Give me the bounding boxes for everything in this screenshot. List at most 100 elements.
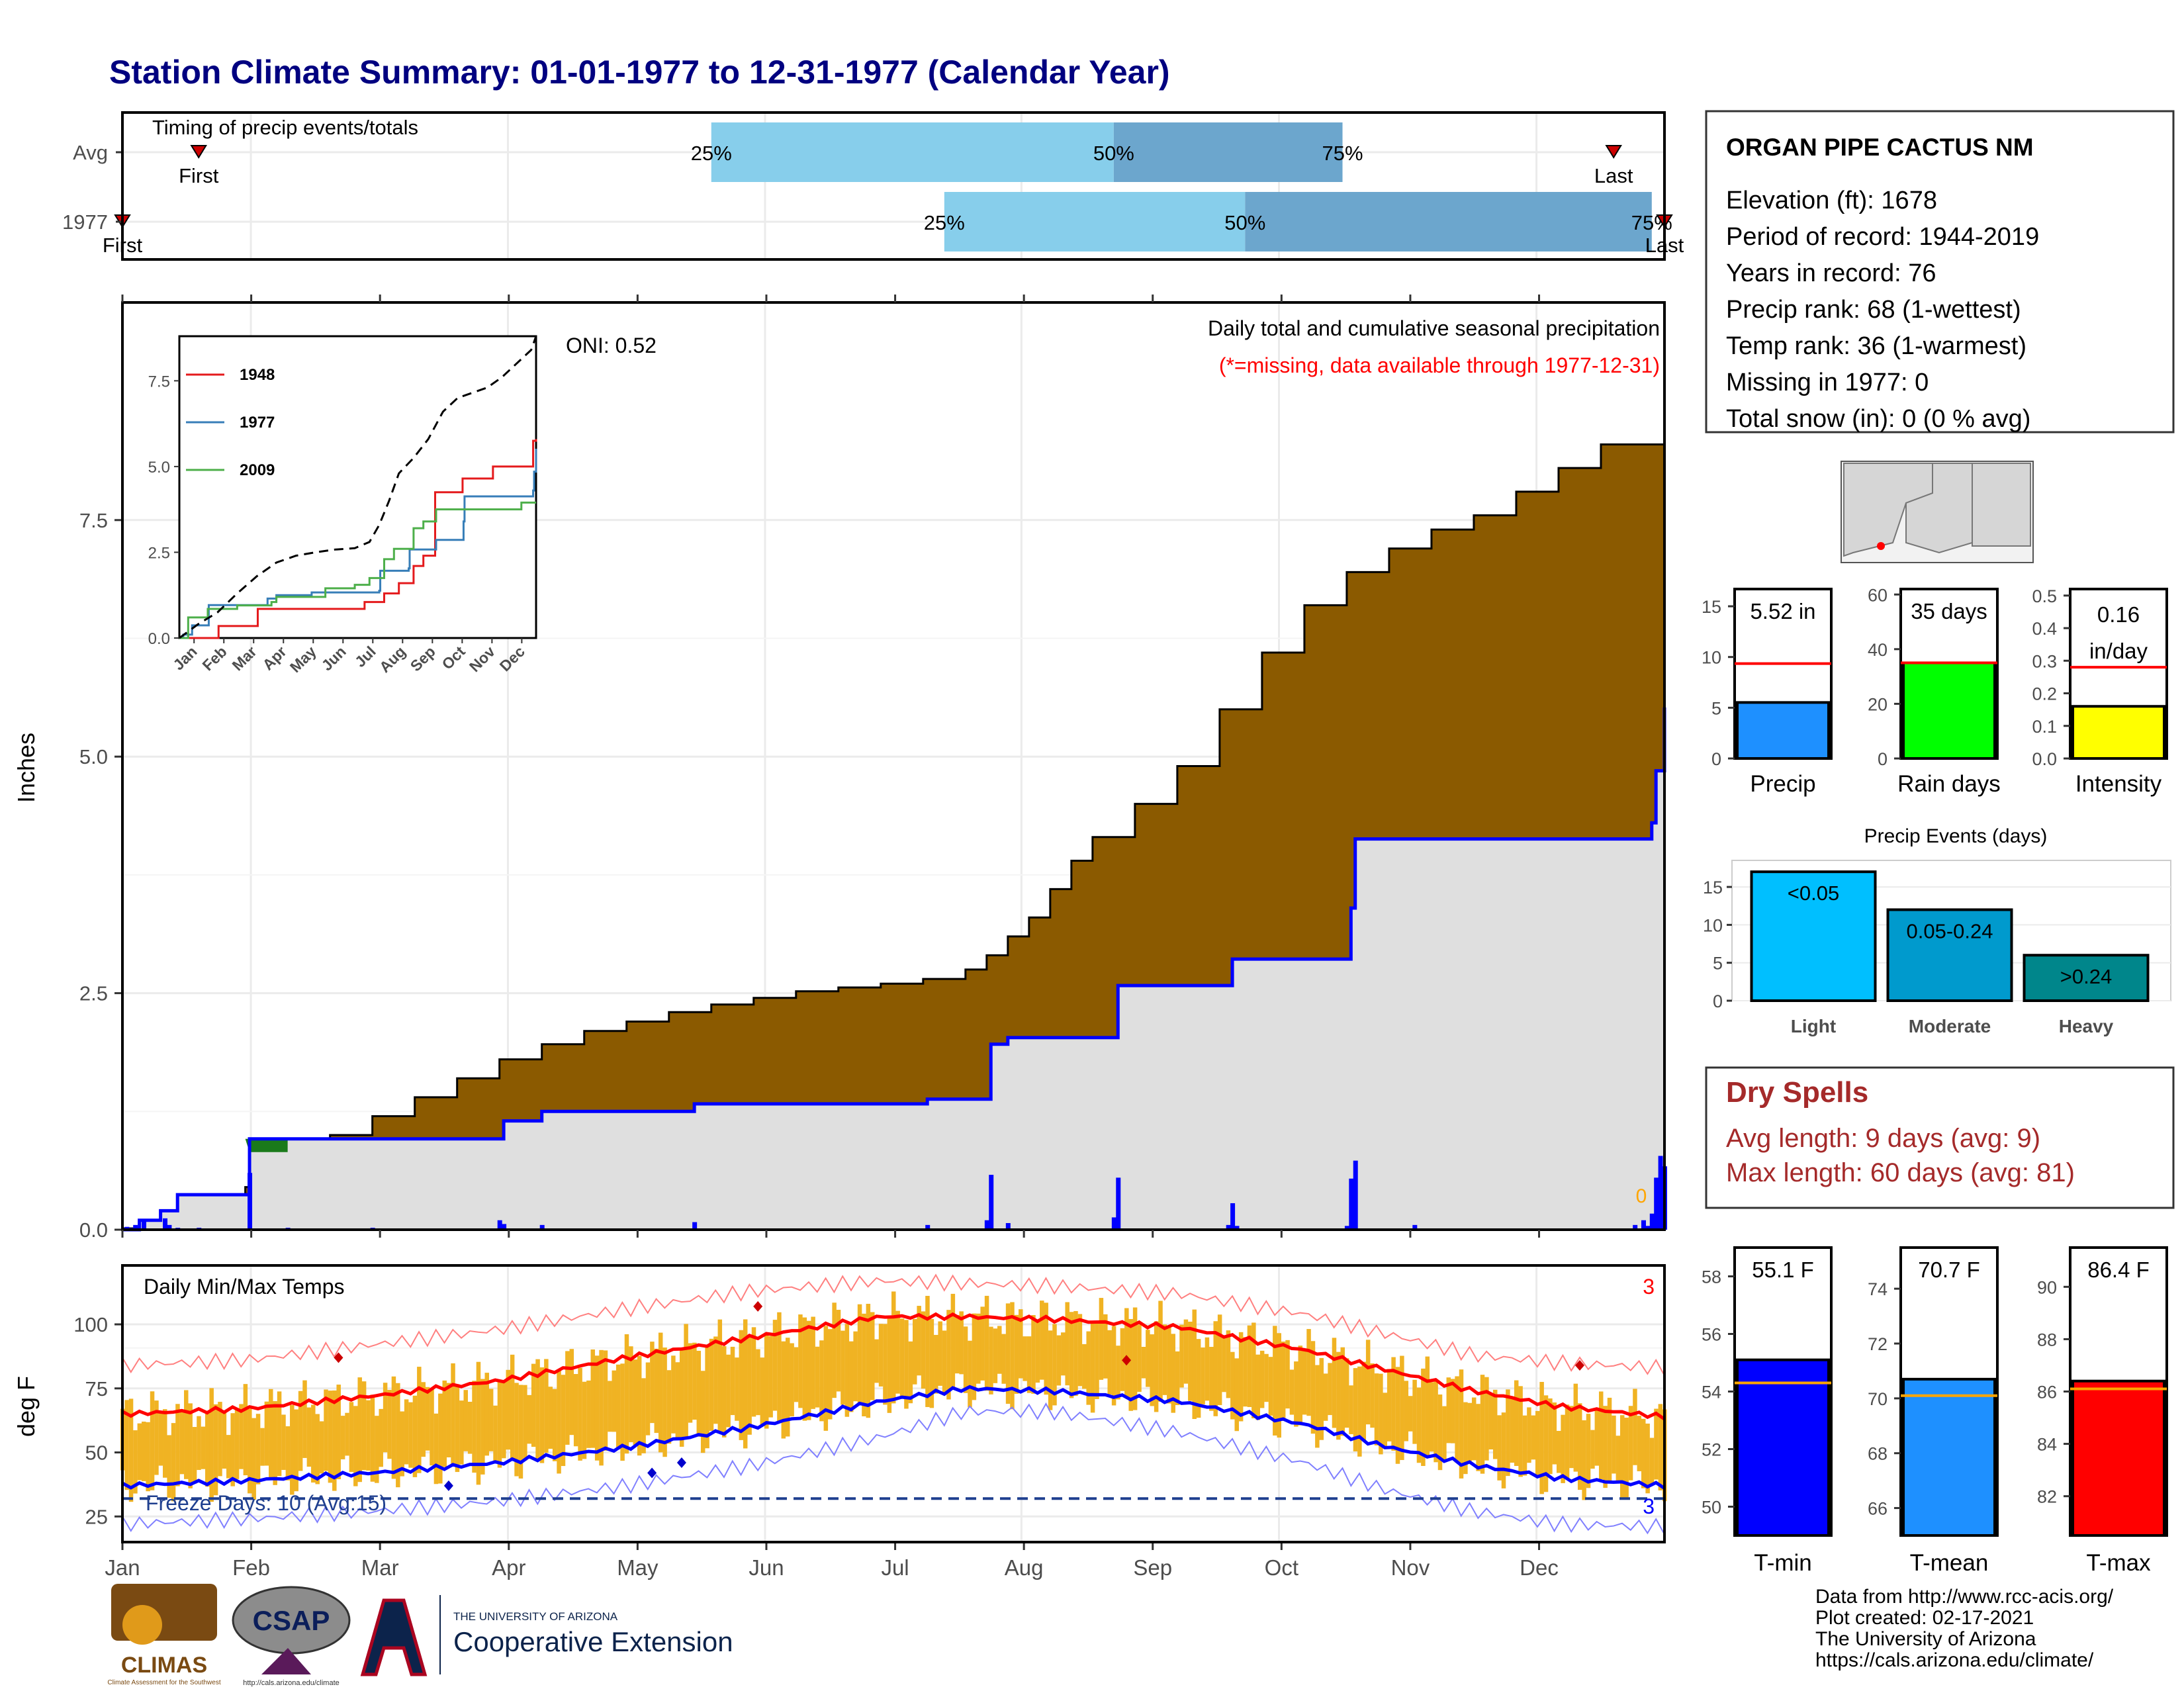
daily-temp-range-bar xyxy=(1175,1351,1180,1406)
daily-temp-range-bar xyxy=(1082,1344,1087,1389)
daily-temp-range-bar xyxy=(535,1359,540,1461)
daily-temp-range-bar xyxy=(925,1295,930,1407)
event-category-label: Moderate xyxy=(1909,1016,1991,1036)
daily-temp-range-bar xyxy=(1171,1334,1175,1413)
timing-frame xyxy=(121,111,1666,261)
daily-temp-range-bar xyxy=(1306,1329,1311,1416)
daily-temp-range-bar xyxy=(400,1411,404,1477)
timing-q50-label: 50% xyxy=(1093,142,1134,165)
daily-temp-range-bar xyxy=(841,1330,845,1405)
daily-temp-range-bar xyxy=(387,1390,392,1459)
diamond-marker xyxy=(1574,1359,1584,1371)
daily-temp-range-bar xyxy=(955,1314,960,1374)
daily-temp-range-bar xyxy=(273,1401,277,1485)
daily-temp-range-bar xyxy=(269,1389,273,1480)
daily-temp-range-bar xyxy=(654,1348,659,1434)
daily-temp-range-bar xyxy=(679,1348,684,1447)
daily-temp-range-bar xyxy=(446,1383,451,1457)
temp-y-tick-label: 50 xyxy=(85,1441,108,1465)
daily-temp-range-bar xyxy=(1429,1382,1434,1452)
daily-temp-range-bar xyxy=(1433,1380,1438,1463)
daily-temp-range-bar xyxy=(1090,1323,1095,1413)
daily-temp-range-bar xyxy=(904,1320,909,1409)
daily-temp-range-bar xyxy=(1450,1379,1455,1443)
stat-bar-y-tick-label: 0 xyxy=(1878,749,1888,769)
inset-x-tick-label: Feb xyxy=(199,643,230,674)
daily-temp-range-bar xyxy=(311,1404,316,1483)
climas-logo-subtext: Climate Assessment for the Southwest xyxy=(107,1679,220,1686)
daily-temp-range-bar xyxy=(1612,1415,1616,1474)
daily-temp-range-bar xyxy=(1302,1350,1307,1415)
diamond-marker xyxy=(1122,1355,1132,1366)
daily-precip-bar xyxy=(1649,1213,1655,1230)
inset-x-tick-label: Nov xyxy=(466,643,498,675)
daily-temp-range-bar xyxy=(645,1362,651,1436)
stat-bar-label: T-mean xyxy=(1910,1550,1989,1576)
daily-temp-range-bar xyxy=(569,1349,574,1436)
daily-temp-range-bar xyxy=(806,1320,811,1420)
daily-temp-range-bar xyxy=(315,1414,320,1485)
daily-temp-range-bar xyxy=(1196,1339,1201,1418)
daily-temp-range-bar xyxy=(1501,1412,1506,1488)
timing-title: Timing of precip events/totals xyxy=(152,116,418,139)
stat-bar-y-tick-label: 90 xyxy=(2037,1277,2057,1297)
daily-temp-range-bar xyxy=(290,1404,295,1495)
daily-temp-range-bar xyxy=(1259,1350,1265,1408)
daily-temp-range-bar xyxy=(366,1400,371,1471)
daily-temp-range-bar xyxy=(1285,1340,1290,1409)
daily-precip-bar xyxy=(1116,1177,1121,1230)
precip-annotation: Daily total and cumulative seasonal prec… xyxy=(1208,316,1660,340)
daily-temp-range-bar xyxy=(1615,1436,1621,1483)
daily-temp-range-bar xyxy=(1150,1334,1154,1406)
daily-temp-range-bar xyxy=(239,1404,244,1469)
daily-temp-range-bar xyxy=(1065,1302,1069,1386)
daily-temp-range-bar xyxy=(218,1402,222,1477)
daily-temp-range-bar xyxy=(942,1330,947,1394)
stat-bar-y-tick-label: 0.3 xyxy=(2032,651,2057,671)
event-bar-label: <0.05 xyxy=(1788,882,1839,905)
daily-temp-range-bar xyxy=(1251,1322,1256,1418)
csap-logo-mountain xyxy=(261,1648,311,1674)
daily-temp-range-bar xyxy=(1319,1357,1324,1440)
stat-bar-y-tick-label: 5 xyxy=(1711,698,1721,718)
month-tick-label: Feb xyxy=(232,1555,270,1580)
daily-temp-range-bar xyxy=(1577,1403,1582,1490)
temps-frame xyxy=(121,1264,1666,1543)
daily-precip-bar xyxy=(167,1224,172,1230)
daily-temp-range-bar xyxy=(764,1332,769,1429)
daily-temp-range-bar xyxy=(1633,1389,1637,1465)
station-location-dot xyxy=(1877,542,1885,550)
daily-temp-range-bar xyxy=(1535,1410,1540,1476)
daily-temp-range-bar xyxy=(1310,1341,1316,1434)
stat-bar-label: Rain days xyxy=(1897,771,2001,797)
stat-bar xyxy=(1902,661,1996,760)
timing-q25-label: 25% xyxy=(924,211,965,234)
daily-temp-range-bar xyxy=(832,1303,837,1398)
daily-temp-range-bar xyxy=(827,1329,833,1420)
daily-temp-range-bar xyxy=(539,1367,545,1463)
timing-q75-label: 75% xyxy=(1322,142,1363,165)
daily-temp-range-bar xyxy=(980,1306,985,1381)
daily-precip-bar xyxy=(1111,1217,1116,1230)
daily-temp-range-bar xyxy=(1565,1404,1570,1479)
stat-bar-y-tick-label: 68 xyxy=(1868,1444,1888,1464)
footer-line: Data from http://www.rcc-acis.org/ xyxy=(1815,1586,2114,1608)
daily-temp-range-bar xyxy=(743,1319,748,1449)
daily-temp-range-bar xyxy=(154,1400,159,1475)
daily-temp-range-bar xyxy=(175,1404,180,1486)
inset-x-tick-label: Jan xyxy=(169,643,200,673)
climas-logo-sun xyxy=(122,1605,162,1645)
timing-row-label: 1977 xyxy=(62,210,108,234)
stat-value-label: 70.7 F xyxy=(1918,1257,1980,1282)
stat-bar-label: T-min xyxy=(1754,1550,1812,1576)
daily-precip-bar xyxy=(1234,1226,1240,1230)
daily-temp-range-bar xyxy=(552,1389,557,1461)
daily-temp-range-bar xyxy=(502,1380,506,1459)
daily-temp-range-bar xyxy=(1582,1420,1586,1500)
daily-temp-range-bar xyxy=(459,1400,464,1465)
daily-temp-range-bar xyxy=(506,1369,510,1450)
daily-temp-range-bar xyxy=(573,1374,578,1447)
stat-bar-y-tick-label: 0.5 xyxy=(2032,586,2057,606)
daily-temp-range-bar xyxy=(1349,1385,1353,1434)
